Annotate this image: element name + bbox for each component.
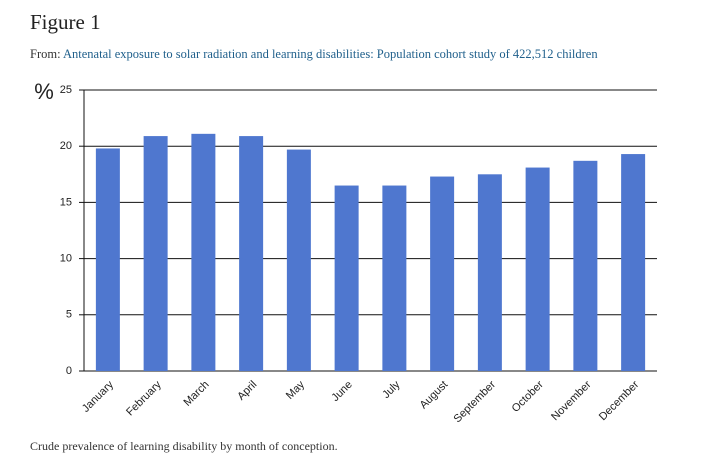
x-tick-label: December xyxy=(597,378,642,423)
y-tick-label: 10 xyxy=(60,253,72,265)
bar xyxy=(621,154,646,371)
source-prefix: From: xyxy=(30,47,61,61)
x-tick-label: May xyxy=(284,378,308,402)
bar xyxy=(477,174,502,371)
x-tick-label: November xyxy=(549,378,594,423)
y-axis-label: % xyxy=(34,79,54,104)
x-tick-label: August xyxy=(418,379,451,412)
y-tick-label: 0 xyxy=(66,365,72,377)
x-tick-label: July xyxy=(380,378,403,401)
x-tick-label: February xyxy=(124,378,164,418)
source-link[interactable]: Antenatal exposure to solar radiation an… xyxy=(63,47,598,61)
chart: % 0 5 10 15 20 25 January February March April May… xyxy=(34,79,657,425)
source: From: Antenatal exposure to solar radiat… xyxy=(30,47,598,62)
bar xyxy=(334,185,359,371)
x-tick-label: January xyxy=(80,378,117,415)
x-tick-label: October xyxy=(510,378,546,414)
x-tick-label: April xyxy=(235,379,259,403)
x-tick-label: June xyxy=(329,379,354,404)
bar xyxy=(191,133,216,371)
bar xyxy=(382,185,407,371)
x-tick-label: March xyxy=(181,379,211,409)
bar xyxy=(143,136,168,371)
bar xyxy=(286,149,311,371)
bar xyxy=(95,148,120,371)
y-tick-label: 15 xyxy=(60,196,72,208)
y-tick-label: 5 xyxy=(66,309,72,321)
figure-label: Figure 1 xyxy=(30,10,101,34)
caption: Crude prevalence of learning disability … xyxy=(30,439,338,453)
x-tick-label: September xyxy=(452,378,499,425)
bar xyxy=(430,176,455,371)
y-tick-label: 25 xyxy=(60,84,72,96)
bar xyxy=(239,136,264,371)
y-tick-label: 20 xyxy=(60,140,72,152)
bar xyxy=(573,160,598,371)
bar xyxy=(525,167,550,371)
